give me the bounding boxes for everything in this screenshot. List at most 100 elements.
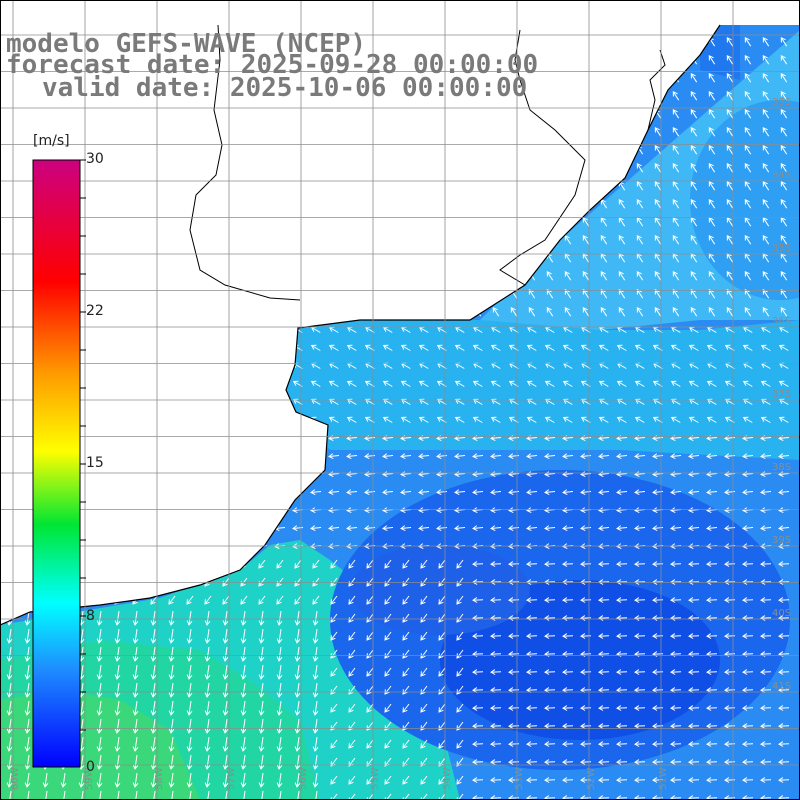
wind-arrow bbox=[456, 649, 464, 659]
wind-arrow bbox=[474, 145, 482, 155]
wind-arrow bbox=[24, 253, 32, 263]
wind-arrow bbox=[382, 344, 393, 351]
wind-arrow bbox=[96, 253, 104, 263]
wind-arrow bbox=[294, 559, 302, 569]
wind-arrow bbox=[616, 777, 628, 783]
wind-arrow bbox=[184, 471, 196, 478]
wind-arrow bbox=[690, 199, 698, 209]
wind-arrow bbox=[688, 669, 700, 675]
wind-arrow bbox=[24, 289, 32, 299]
wind-arrow bbox=[330, 181, 338, 191]
wind-arrow bbox=[132, 719, 139, 734]
wind-arrow bbox=[274, 326, 285, 333]
wind-arrow bbox=[310, 525, 322, 532]
wind-arrow bbox=[402, 703, 410, 713]
wind-arrow bbox=[130, 344, 141, 351]
wind-arrow bbox=[222, 235, 230, 245]
wind-arrow bbox=[634, 669, 646, 675]
wind-arrow bbox=[454, 453, 466, 460]
wind-arrow bbox=[636, 127, 644, 137]
wind-arrow bbox=[150, 307, 158, 317]
wind-arrow bbox=[382, 380, 393, 387]
wind-arrow bbox=[312, 127, 320, 137]
wind-arrow bbox=[168, 595, 176, 605]
wind-arrow bbox=[438, 253, 446, 263]
wind-arrow bbox=[742, 741, 754, 747]
wind-arrow bbox=[94, 326, 105, 333]
wind-arrow bbox=[472, 777, 484, 783]
wind-arrow bbox=[166, 471, 178, 478]
wind-arrow bbox=[420, 181, 428, 191]
wind-arrow bbox=[742, 471, 754, 478]
wind-arrow bbox=[366, 559, 374, 569]
wind-arrow bbox=[168, 307, 176, 317]
wind-arrow bbox=[616, 344, 627, 351]
wind-arrow bbox=[24, 683, 31, 698]
wind-arrow bbox=[222, 307, 230, 317]
wind-arrow bbox=[130, 380, 141, 387]
wind-arrow bbox=[400, 380, 411, 387]
wind-arrow bbox=[96, 665, 103, 680]
wind-arrow bbox=[328, 471, 340, 478]
wind-arrow bbox=[780, 199, 788, 209]
wind-arrow bbox=[168, 611, 175, 626]
wind-arrow bbox=[742, 344, 753, 351]
wind-arrow bbox=[258, 595, 266, 605]
wind-arrow bbox=[744, 307, 752, 317]
wind-arrow bbox=[762, 235, 770, 245]
wind-arrow bbox=[366, 595, 374, 605]
wind-arrow bbox=[6, 683, 13, 698]
wind-arrow bbox=[24, 559, 32, 569]
wind-arrow bbox=[204, 127, 212, 137]
wind-arrow bbox=[528, 235, 536, 245]
wind-arrow bbox=[672, 271, 680, 281]
wind-arrow bbox=[168, 559, 176, 569]
wind-arrow bbox=[6, 629, 13, 644]
wind-arrow bbox=[222, 683, 229, 698]
wind-arrow bbox=[276, 253, 284, 263]
wind-arrow bbox=[240, 701, 247, 716]
wind-arrow bbox=[114, 199, 122, 209]
wind-arrow bbox=[726, 127, 734, 137]
wind-arrow bbox=[258, 719, 265, 734]
wind-arrow bbox=[328, 453, 340, 460]
wind-arrow bbox=[330, 595, 338, 605]
wind-arrow bbox=[670, 416, 681, 423]
wind-arrow bbox=[384, 235, 392, 245]
wind-arrow bbox=[274, 489, 286, 496]
wind-arrow bbox=[112, 380, 123, 387]
wind-arrow bbox=[96, 629, 103, 644]
wind-arrow bbox=[454, 489, 466, 496]
wind-arrow bbox=[258, 307, 266, 317]
wind-arrow bbox=[132, 577, 140, 587]
wind-arrow bbox=[780, 73, 788, 83]
wind-arrow bbox=[600, 73, 608, 83]
wind-arrow bbox=[150, 683, 157, 698]
wind-arrow bbox=[60, 791, 67, 800]
wind-arrow bbox=[96, 271, 104, 281]
wind-arrow bbox=[130, 507, 142, 514]
wind-arrow bbox=[618, 271, 626, 281]
wind-arrow bbox=[168, 665, 175, 680]
wind-arrow bbox=[312, 181, 320, 191]
wind-arrow bbox=[312, 791, 319, 800]
wind-arrow bbox=[510, 127, 518, 137]
wind-arrow bbox=[616, 669, 628, 675]
wind-arrow bbox=[634, 615, 646, 621]
wind-arrow bbox=[132, 683, 139, 698]
wind-arrow bbox=[202, 416, 213, 423]
wind-arrow bbox=[744, 235, 752, 245]
wind-arrow bbox=[184, 525, 196, 532]
wind-arrow bbox=[22, 362, 33, 369]
wind-arrow bbox=[256, 362, 267, 369]
wind-arrow bbox=[132, 145, 140, 155]
wind-arrow bbox=[294, 307, 302, 317]
wind-arrow bbox=[220, 453, 232, 460]
wind-arrow bbox=[546, 37, 554, 47]
wind-arrow bbox=[544, 489, 556, 496]
wind-arrow bbox=[420, 775, 428, 785]
wind-arrow bbox=[186, 181, 194, 191]
wind-arrow bbox=[670, 741, 682, 747]
wind-arrow bbox=[708, 127, 716, 137]
wind-arrow bbox=[616, 561, 628, 567]
